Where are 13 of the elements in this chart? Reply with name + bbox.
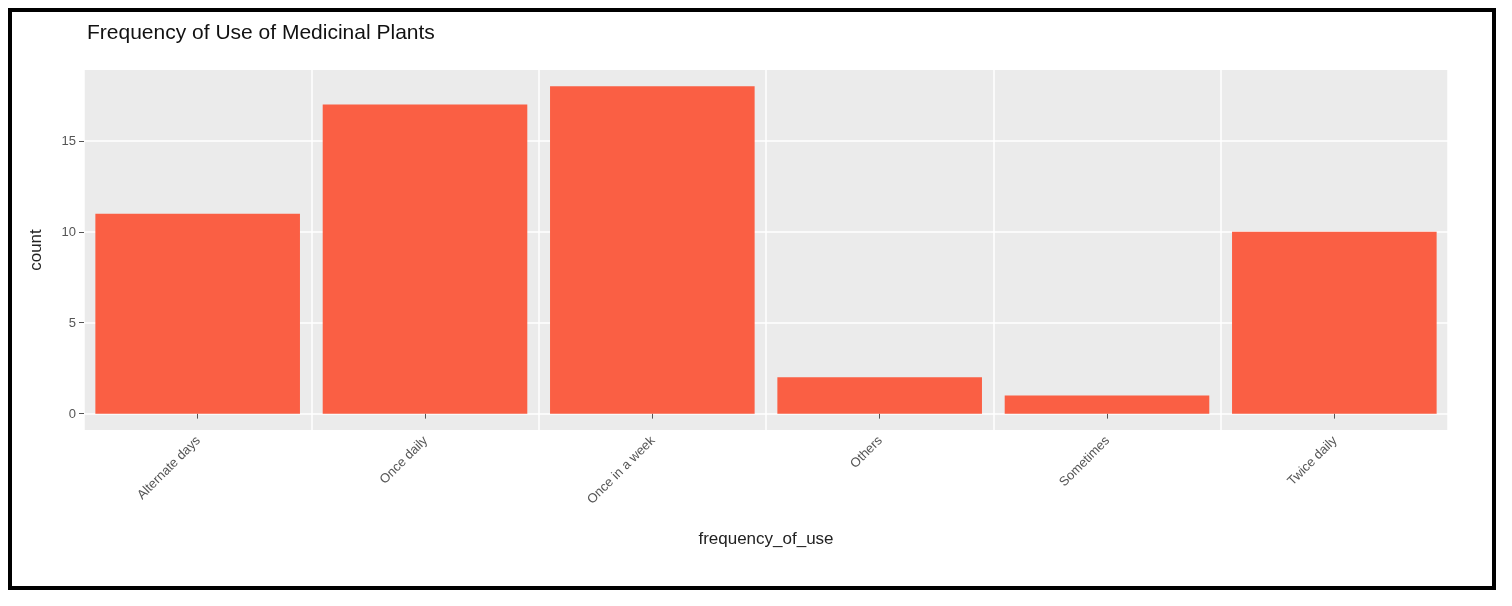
y-axis-title: count — [26, 228, 45, 271]
bar — [1232, 231, 1437, 414]
x-axis-title: frequency_of_use — [698, 529, 834, 548]
bar — [550, 86, 755, 414]
y-tick-label: 15 — [61, 133, 76, 149]
bar — [322, 104, 528, 414]
bar — [777, 377, 982, 414]
y-tick-label: 0 — [68, 406, 76, 422]
y-tick-label: 5 — [68, 315, 76, 331]
bar — [1004, 395, 1210, 414]
y-tick-label: 10 — [61, 224, 76, 240]
bar — [95, 213, 300, 414]
chart-title: Frequency of Use of Medicinal Plants — [87, 20, 435, 43]
